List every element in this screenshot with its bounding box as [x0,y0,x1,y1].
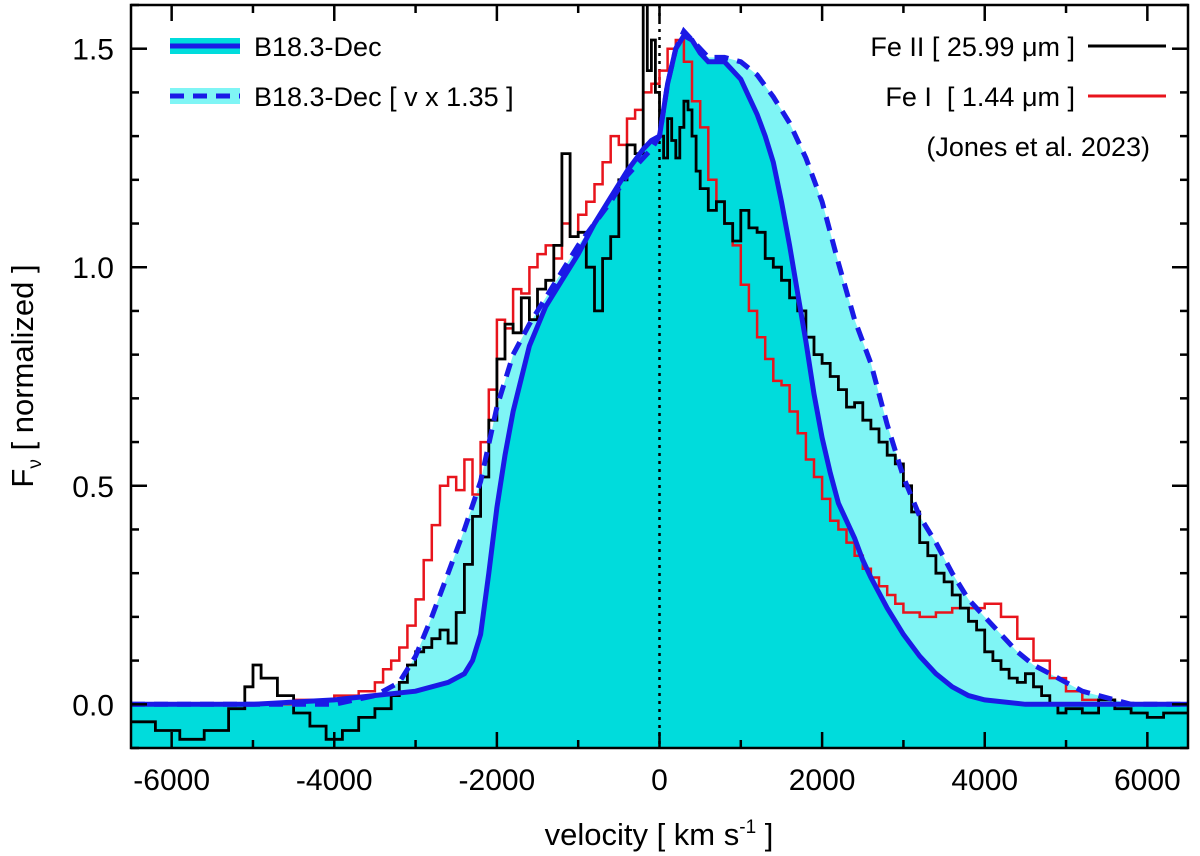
y-axis-label: Fν [ normalized ] [5,264,46,487]
scaled-model-line [131,26,1188,707]
annotation-reference: (Jones et al. 2023) [926,132,1150,162]
y-tick-label: 0.0 [72,689,114,722]
x-tick-label: -6000 [133,764,210,797]
y-tick-label: 0.5 [72,471,114,504]
y-tick-label: 1.5 [72,34,114,67]
legend-left: B18.3-Dec B18.3-Dec [ v x 1.35 ] [170,32,514,112]
axis-ticks [131,3,1188,750]
fe-i-line [131,38,1188,706]
x-tick-label: 4000 [951,764,1018,797]
x-tick-label: -4000 [296,764,373,797]
legend-model-label: B18.3-Dec [254,32,382,62]
x-axis-label-sup: -1 [739,817,756,838]
legend-right: Fe II [ 25.99 μm ] Fe I [ 1.44 μm ] (Jon… [870,32,1166,162]
x-axis-label-main: velocity [ km s [545,817,740,852]
legend-fe1-label: Fe I [ 1.44 μm ] [885,82,1075,112]
x-axis-label: velocity [ km s-1 ] [545,817,774,852]
legend-fe2-label: Fe II [ 25.99 μm ] [870,32,1075,62]
y-tick-label: 1.0 [72,252,114,285]
tick-labels: -6000 -4000 -2000 0 2000 4000 6000 0.0 0.5 1.0 1.5 [72,34,1180,797]
legend-scaled-label: B18.3-Dec [ v x 1.35 ] [254,82,514,112]
x-tick-label: 0 [651,764,668,797]
plot-area [131,5,1188,748]
fe-ii-line [131,5,1188,741]
x-axis-label-end: ] [756,817,773,852]
x-tick-label: 6000 [1114,764,1181,797]
x-tick-label: -2000 [459,764,536,797]
y-axis-label-end: [ normalized ] [5,264,40,459]
y-axis-label-main: F [5,469,40,488]
model-line [131,32,1188,707]
x-tick-label: 2000 [789,764,856,797]
y-axis-label-sub: ν [25,459,46,469]
